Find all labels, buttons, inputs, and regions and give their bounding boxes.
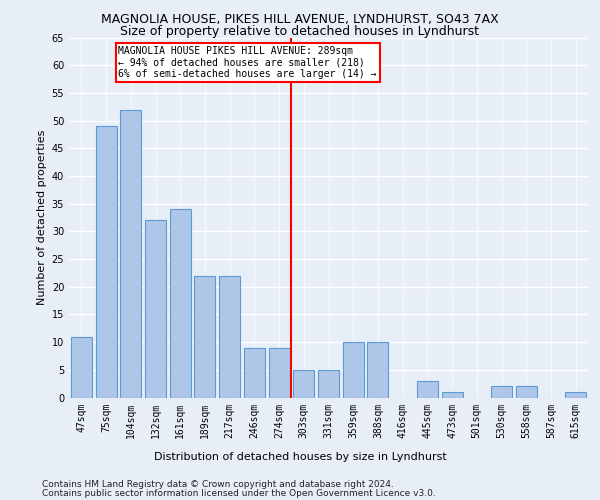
Text: Contains public sector information licensed under the Open Government Licence v3: Contains public sector information licen… xyxy=(42,489,436,498)
Text: MAGNOLIA HOUSE PIKES HILL AVENUE: 289sqm
← 94% of detached houses are smaller (2: MAGNOLIA HOUSE PIKES HILL AVENUE: 289sqm… xyxy=(118,46,377,79)
Text: Contains HM Land Registry data © Crown copyright and database right 2024.: Contains HM Land Registry data © Crown c… xyxy=(42,480,394,489)
Bar xyxy=(516,386,537,398)
Text: Distribution of detached houses by size in Lyndhurst: Distribution of detached houses by size … xyxy=(154,452,446,462)
Bar xyxy=(95,126,116,398)
Bar xyxy=(219,276,240,398)
Text: Size of property relative to detached houses in Lyndhurst: Size of property relative to detached ho… xyxy=(121,25,479,38)
Y-axis label: Number of detached properties: Number of detached properties xyxy=(37,130,47,305)
Bar xyxy=(318,370,339,398)
Bar xyxy=(145,220,166,398)
Bar xyxy=(170,209,191,398)
Bar xyxy=(71,336,92,398)
Bar xyxy=(491,386,512,398)
Text: MAGNOLIA HOUSE, PIKES HILL AVENUE, LYNDHURST, SO43 7AX: MAGNOLIA HOUSE, PIKES HILL AVENUE, LYNDH… xyxy=(101,12,499,26)
Bar xyxy=(244,348,265,398)
Bar xyxy=(417,381,438,398)
Bar xyxy=(293,370,314,398)
Bar xyxy=(194,276,215,398)
Bar xyxy=(120,110,141,398)
Bar xyxy=(565,392,586,398)
Bar xyxy=(367,342,388,398)
Bar xyxy=(269,348,290,398)
Bar xyxy=(442,392,463,398)
Bar xyxy=(343,342,364,398)
